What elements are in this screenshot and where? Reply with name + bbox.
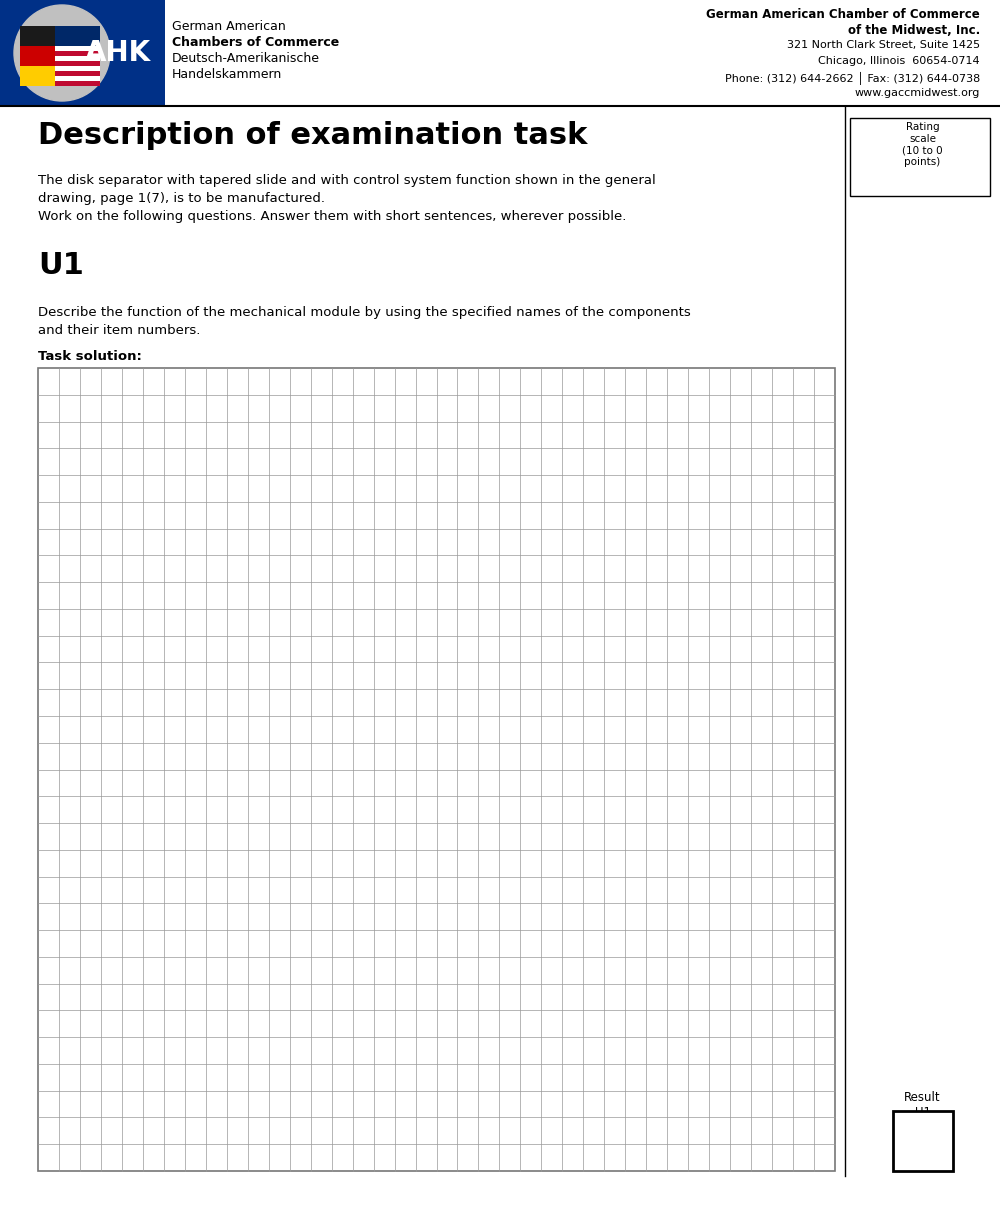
- Text: Chambers of Commerce: Chambers of Commerce: [172, 36, 339, 49]
- Text: Describe the function of the mechanical module by using the specified names of t: Describe the function of the mechanical …: [38, 306, 691, 320]
- Text: 321 North Clark Street, Suite 1425: 321 North Clark Street, Suite 1425: [787, 40, 980, 49]
- Bar: [55, 51, 100, 55]
- Bar: [55, 66, 100, 71]
- Text: Result
U1: Result U1: [904, 1091, 941, 1119]
- Bar: [20, 27, 85, 46]
- Bar: [55, 76, 100, 81]
- Text: and their item numbers.: and their item numbers.: [38, 324, 200, 336]
- Bar: [850, 118, 990, 197]
- Circle shape: [14, 5, 110, 101]
- Text: Deutsch-Amerikanische: Deutsch-Amerikanische: [172, 52, 320, 65]
- Text: U1: U1: [38, 251, 84, 280]
- Text: Phone: (312) 644-2662 │ Fax: (312) 644-0738: Phone: (312) 644-2662 │ Fax: (312) 644-0…: [725, 72, 980, 86]
- Text: Description of examination task: Description of examination task: [38, 121, 587, 150]
- Text: Task solution:: Task solution:: [38, 350, 142, 363]
- Text: The disk separator with tapered slide and with control system function shown in : The disk separator with tapered slide an…: [38, 174, 656, 187]
- Bar: [55, 71, 100, 76]
- Bar: [55, 55, 100, 62]
- Text: AHK: AHK: [85, 39, 151, 68]
- Text: drawing, page 1(7), is to be manufactured.: drawing, page 1(7), is to be manufacture…: [38, 192, 325, 205]
- Text: of the Midwest, Inc.: of the Midwest, Inc.: [848, 24, 980, 37]
- Bar: [20, 46, 85, 66]
- Bar: [38, 368, 835, 1171]
- Text: www.gaccmidwest.org: www.gaccmidwest.org: [855, 88, 980, 98]
- Bar: [893, 1111, 952, 1171]
- Text: Work on the following questions. Answer them with short sentences, wherever poss: Work on the following questions. Answer …: [38, 210, 626, 223]
- Text: Rating
scale
(10 to 0
points): Rating scale (10 to 0 points): [902, 122, 943, 166]
- Bar: [0, 0, 165, 106]
- Bar: [20, 66, 85, 86]
- Bar: [55, 62, 100, 66]
- Bar: [55, 46, 100, 51]
- Bar: [55, 81, 100, 86]
- Text: Chicago, Illinois  60654-0714: Chicago, Illinois 60654-0714: [818, 55, 980, 66]
- Text: German American: German American: [172, 21, 286, 33]
- Bar: [55, 27, 100, 66]
- Text: German American Chamber of Commerce: German American Chamber of Commerce: [706, 8, 980, 21]
- Text: Handelskammern: Handelskammern: [172, 68, 282, 81]
